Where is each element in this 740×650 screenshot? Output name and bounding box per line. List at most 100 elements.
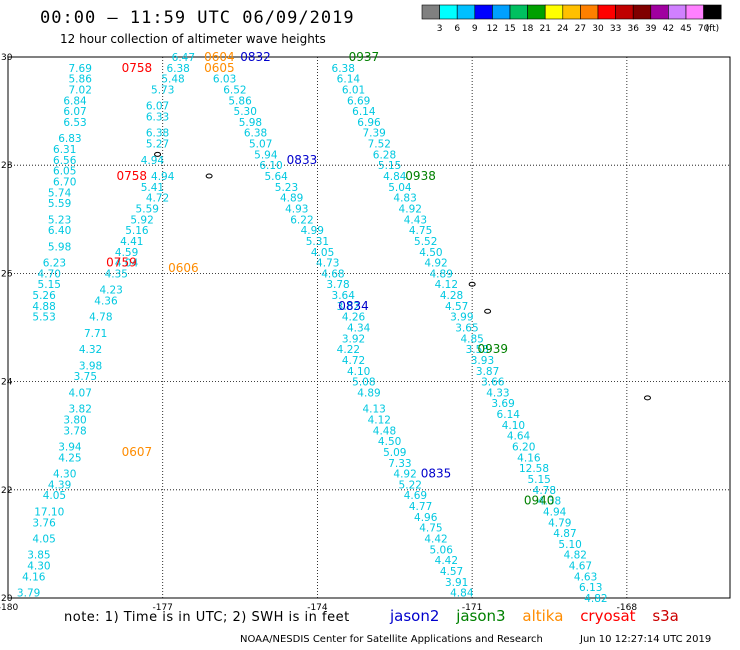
wave-height-value: 6.56 (53, 155, 77, 167)
wave-height-value: 5.22 (399, 479, 422, 491)
wave-height-value: 5.23 (48, 214, 71, 226)
x-tick-label: -174 (307, 603, 328, 612)
x-tick-label: -180 (0, 603, 18, 612)
wave-height-value: 4.10 (347, 366, 370, 378)
pass-time-label: 0833 (287, 153, 318, 167)
colorbar-tick-label: 33 (610, 24, 621, 34)
wave-height-value: 4.87 (553, 528, 576, 540)
wave-height-value: 5.15 (527, 474, 550, 486)
wave-height-value: 6.38 (244, 128, 267, 140)
wave-height-value: 5.15 (378, 160, 401, 172)
wave-height-value: 4.73 (316, 258, 339, 270)
satellite-label-jason3: jason3 (456, 607, 506, 625)
wave-height-value: 3.78 (326, 279, 349, 291)
wave-height-value: 7.39 (362, 128, 385, 140)
pass-time-label: 0835 (421, 467, 452, 481)
wave-height-value: 4.42 (424, 533, 447, 545)
wave-height-value: 4.41 (120, 236, 143, 248)
satellite-label-cryosat: cryosat (580, 607, 636, 625)
colorbar-tick-label: 18 (522, 24, 534, 34)
wave-height-value: 4.78 (533, 485, 556, 497)
wave-height-value: 4.64 (507, 431, 531, 443)
wave-height-value: 5.52 (414, 236, 437, 248)
satellite-legend: jason2 jason3 altika cryosat s3a (390, 607, 691, 625)
wave-height-value: 5.10 (558, 539, 581, 551)
wave-height-value: 4.84 (450, 588, 474, 600)
wave-height-value: 3.82 (69, 404, 92, 416)
pass-time-label: 0605 (204, 61, 235, 75)
chart-title: 00:00 – 11:59 UTC 06/09/2019 (40, 8, 355, 28)
colorbar-tick-label: 15 (504, 24, 515, 34)
wave-height-value: 4.33 (486, 387, 509, 399)
pass-time-label: 0834 (338, 299, 369, 313)
x-tick-label: -171 (462, 603, 482, 612)
wave-height-value: 5.23 (275, 182, 298, 194)
colorbar-tick-label: 30 (592, 24, 604, 34)
wave-height-value: 6.84 (63, 95, 87, 107)
wave-height-value: 4.30 (27, 561, 50, 573)
wave-height-value: 4.68 (321, 268, 344, 280)
wave-height-map: -180-177-174-171-168-163028262422207.695… (0, 50, 731, 612)
wave-height-value: 5.26 (32, 290, 56, 302)
wave-height-value: 5.27 (146, 139, 169, 151)
wave-height-value: 7.71 (84, 328, 107, 340)
wave-height-value: 4.36 (94, 295, 118, 307)
colorbar-tick-label: 27 (575, 24, 586, 34)
wave-height-value: 4.83 (393, 193, 416, 205)
pass-time-label: 0939 (477, 342, 508, 356)
wave-height-value: 4.57 (445, 301, 468, 313)
wave-height-value: 5.08 (352, 377, 375, 389)
wave-height-value: 6.14 (337, 74, 361, 86)
wave-height-value: 5.48 (161, 74, 184, 86)
wave-height-value: 5.98 (239, 117, 262, 129)
wave-height-value: 5.53 (32, 312, 55, 324)
wave-height-value: 6.14 (497, 409, 521, 421)
wave-height-value: 4.39 (48, 479, 71, 491)
colorbar-tick-label: 21 (539, 24, 550, 34)
wave-height-value: 4.12 (435, 279, 458, 291)
wave-height-value: 4.05 (32, 533, 55, 545)
credit-text: NOAA/NESDIS Center for Satellite Applica… (240, 634, 543, 645)
wave-height-value: 4.34 (347, 323, 371, 335)
colorbar-tick-label: 12 (487, 24, 498, 34)
wave-height-value: 3.64 (332, 290, 356, 302)
wave-height-value: 3.58 (466, 344, 489, 356)
wave-height-value: 3.79 (17, 588, 40, 600)
y-tick-label: 22 (1, 486, 12, 496)
wave-height-value: 4.75 (409, 225, 432, 237)
wave-height-value: 3.91 (445, 577, 468, 589)
colorbar-tick-label: 42 (663, 24, 674, 34)
wave-height-value: 5.73 (151, 84, 174, 96)
wave-height-value: 4.05 (43, 490, 66, 502)
colorbar-legend: 3 6 9 12 15 18 21 24 27 30 33 36 39 42 45 70(ft) (421, 4, 722, 34)
wave-height-value: 4.85 (460, 333, 483, 345)
wave-height-value: 6.07 (63, 106, 86, 118)
wave-height-value: 3.94 (58, 442, 82, 454)
wave-height-value: 4.92 (393, 469, 416, 481)
wave-height-value: 3.66 (481, 377, 505, 389)
wave-height-value: 7.52 (368, 139, 391, 151)
wave-height-value: 6.22 (290, 214, 313, 226)
wave-height-value: 3.80 (63, 414, 86, 426)
wave-height-value: 6.31 (53, 144, 76, 156)
colorbar-tick-label: 9 (472, 24, 478, 34)
colorbar-swatch (703, 4, 722, 20)
wave-height-value: 6.38 (332, 63, 355, 75)
wave-height-value: 4.99 (301, 225, 324, 237)
colorbar-tick-label: 36 (627, 24, 639, 34)
wave-height-value: 4.07 (69, 387, 92, 399)
wave-height-value: 6.23 (43, 258, 66, 270)
wave-height-value: 4.82 (584, 593, 607, 605)
wave-height-value: 5.30 (234, 106, 257, 118)
wave-height-value: 5.04 (388, 182, 412, 194)
wave-height-value: 6.03 (213, 74, 236, 86)
wave-height-value: 4.26 (342, 312, 366, 324)
wave-height-value: 3.75 (74, 371, 97, 383)
island-outline (643, 395, 651, 401)
island-outline (205, 173, 213, 179)
wave-height-value: 4.69 (404, 490, 427, 502)
wave-height-value: 4.75 (419, 523, 442, 535)
y-tick-label: 28 (1, 161, 13, 171)
wave-height-value: 5.06 (430, 544, 454, 556)
wave-height-value: 6.07 (146, 101, 169, 113)
